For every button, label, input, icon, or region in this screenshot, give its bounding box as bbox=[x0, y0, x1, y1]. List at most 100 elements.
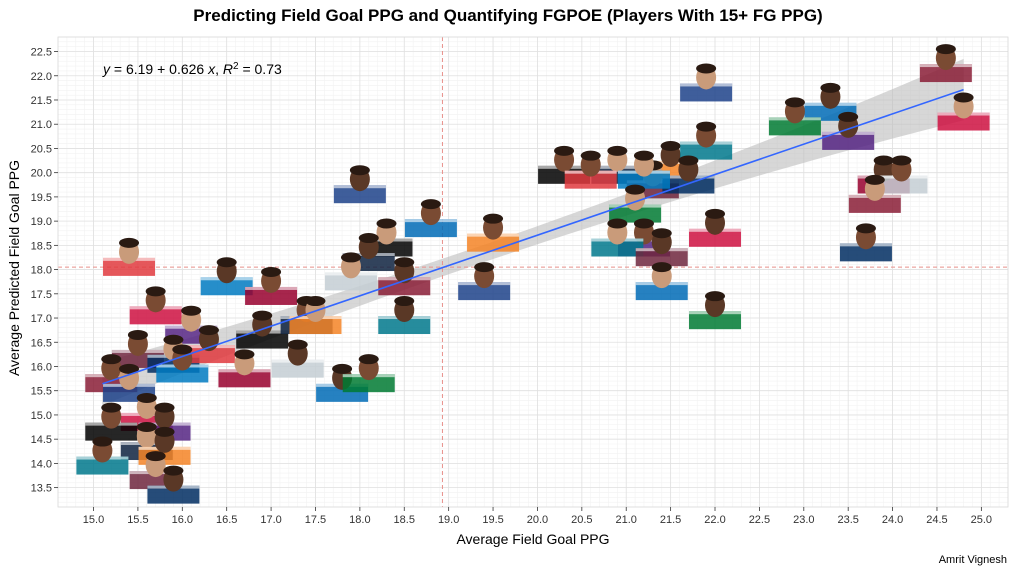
player-point bbox=[333, 165, 386, 204]
player-point bbox=[458, 262, 511, 301]
player-hair bbox=[127, 329, 148, 340]
player-point bbox=[76, 436, 129, 475]
player-hair bbox=[633, 218, 654, 229]
y-tick-label: 20.5 bbox=[31, 143, 52, 155]
player-hair bbox=[696, 63, 717, 74]
player-jersey bbox=[635, 282, 688, 301]
player-hair bbox=[136, 392, 157, 403]
player-hair bbox=[358, 354, 379, 365]
player-jersey bbox=[662, 175, 715, 194]
player-point bbox=[200, 257, 253, 296]
player-jersey bbox=[680, 83, 733, 102]
credit-text: Amrit Vignesh bbox=[938, 554, 1007, 566]
player-point bbox=[609, 184, 662, 223]
player-jersey bbox=[200, 277, 253, 296]
player-jersey bbox=[271, 359, 324, 378]
y-tick-label: 19.5 bbox=[31, 192, 52, 204]
player-hair bbox=[172, 344, 193, 355]
player-hair bbox=[349, 165, 370, 176]
player-hair bbox=[651, 262, 672, 273]
player-jersey bbox=[182, 345, 235, 364]
y-tick-label: 15.5 bbox=[31, 386, 52, 398]
player-jersey bbox=[129, 306, 182, 325]
player-hair bbox=[136, 422, 157, 433]
player-hair bbox=[332, 363, 353, 374]
player-point bbox=[680, 121, 733, 160]
player-point bbox=[635, 228, 688, 267]
player-hair bbox=[474, 262, 495, 273]
player-point bbox=[919, 44, 972, 83]
player-hair bbox=[705, 291, 726, 302]
y-tick-label: 15.0 bbox=[31, 410, 52, 422]
x-tick-label: 16.0 bbox=[172, 514, 193, 526]
y-tick-label: 21.0 bbox=[31, 119, 52, 131]
x-tick-label: 22.5 bbox=[749, 514, 770, 526]
player-hair bbox=[607, 218, 628, 229]
player-hair bbox=[376, 218, 397, 229]
x-tick-label: 19.5 bbox=[482, 514, 503, 526]
player-hair bbox=[838, 111, 859, 122]
player-hair bbox=[92, 436, 113, 447]
player-hair bbox=[625, 184, 646, 195]
player-hair bbox=[820, 82, 841, 93]
player-hair bbox=[873, 155, 894, 166]
y-tick-label: 17.5 bbox=[31, 289, 52, 301]
player-hair bbox=[660, 140, 681, 151]
player-hair bbox=[935, 44, 956, 55]
player-point bbox=[591, 218, 644, 257]
x-tick-label: 16.5 bbox=[216, 514, 237, 526]
player-jersey bbox=[467, 233, 520, 252]
y-tick-label: 16.5 bbox=[31, 337, 52, 349]
x-tick-label: 17.0 bbox=[260, 514, 281, 526]
x-tick-label: 21.0 bbox=[616, 514, 637, 526]
y-tick-label: 22.5 bbox=[31, 47, 52, 59]
x-tick-label: 23.0 bbox=[793, 514, 814, 526]
player-hair bbox=[145, 451, 166, 462]
x-tick-label: 19.0 bbox=[438, 514, 459, 526]
x-tick-label: 18.5 bbox=[394, 514, 415, 526]
player-point bbox=[129, 286, 182, 325]
player-jersey bbox=[218, 369, 271, 388]
player-point bbox=[689, 208, 742, 247]
x-tick-label: 20.5 bbox=[571, 514, 592, 526]
player-hair bbox=[340, 252, 361, 263]
player-jersey bbox=[591, 238, 644, 257]
player-point bbox=[378, 257, 431, 296]
player-jersey bbox=[103, 257, 156, 276]
player-hair bbox=[145, 286, 166, 297]
player-jersey bbox=[156, 364, 209, 383]
player-point bbox=[378, 296, 431, 335]
player-point bbox=[839, 223, 892, 262]
player-jersey bbox=[378, 316, 431, 335]
player-jersey bbox=[564, 170, 617, 189]
player-hair bbox=[154, 426, 175, 437]
chart-title: Predicting Field Goal PPG and Quantifyin… bbox=[193, 6, 823, 25]
y-tick-label: 21.5 bbox=[31, 95, 52, 107]
player-jersey bbox=[404, 219, 457, 238]
player-hair bbox=[101, 354, 122, 365]
player-point bbox=[85, 402, 138, 441]
player-point bbox=[538, 145, 591, 184]
x-tick-label: 23.5 bbox=[837, 514, 858, 526]
x-tick-label: 22.0 bbox=[704, 514, 725, 526]
player-jersey bbox=[147, 485, 200, 504]
player-jersey bbox=[324, 272, 377, 291]
player-jersey bbox=[680, 141, 733, 160]
player-hair bbox=[358, 233, 379, 244]
player-jersey bbox=[937, 112, 990, 131]
x-tick-label: 15.0 bbox=[83, 514, 104, 526]
x-axis-label: Average Field Goal PPG bbox=[456, 531, 610, 547]
player-hair bbox=[633, 150, 654, 161]
player-jersey bbox=[378, 277, 431, 296]
y-tick-label: 17.0 bbox=[31, 313, 52, 325]
player-hair bbox=[252, 310, 273, 321]
x-tick-label: 25.0 bbox=[971, 514, 992, 526]
player-point bbox=[342, 354, 395, 393]
player-hair bbox=[305, 296, 326, 307]
player-hair bbox=[394, 257, 415, 268]
player-point bbox=[848, 174, 901, 213]
player-hair bbox=[953, 92, 974, 103]
player-jersey bbox=[609, 204, 662, 223]
player-hair bbox=[784, 97, 805, 108]
